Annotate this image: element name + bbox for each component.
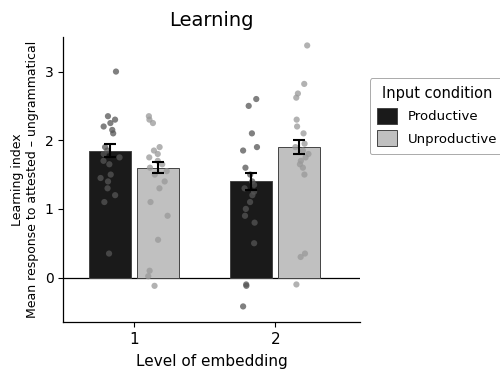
Point [146,268,154,274]
Point [248,192,256,198]
Point [156,144,164,150]
Point [149,120,157,126]
Point [248,130,256,136]
Point [297,158,305,164]
Point [300,141,308,147]
Point [158,161,166,167]
Point [106,171,114,177]
Point [112,68,120,74]
Point [292,282,300,288]
Point [300,81,308,87]
X-axis label: Level of embedding: Level of embedding [136,354,288,369]
Bar [136,168,179,277]
Point [240,185,248,192]
Point [253,144,261,150]
Point [248,178,256,184]
Point [116,154,124,160]
Point [151,171,159,177]
Point [111,192,119,198]
Legend: Productive, Unproductive: Productive, Unproductive [370,78,500,154]
Point [96,175,104,181]
Point [242,206,250,212]
Point [150,147,158,154]
Point [106,161,114,167]
Point [250,189,258,195]
Point [104,147,112,154]
Point [241,213,249,219]
Point [296,254,304,260]
Point [303,43,311,49]
Bar [230,181,272,277]
Point [101,144,109,150]
Point [299,165,307,171]
Point [242,283,250,289]
Point [144,273,152,279]
Point [104,178,112,184]
Point [239,147,247,154]
Point [301,250,309,256]
Point [250,182,258,188]
Point [164,213,172,219]
Point [160,178,168,184]
Point [154,158,162,164]
Point [299,147,307,154]
Point [100,158,108,164]
Point [154,151,162,157]
Point [105,250,113,256]
Y-axis label: Learning index
Mean response to attested – ungrammatical: Learning index Mean response to attested… [11,41,39,318]
Point [146,117,154,123]
Point [111,117,119,123]
Point [304,151,312,157]
Point [150,283,158,289]
Point [154,237,162,243]
Point [239,303,247,309]
Point [292,144,300,150]
Point [292,117,300,123]
Point [145,154,153,160]
Point [250,220,258,226]
Point [109,130,117,136]
Point [104,113,112,119]
Point [250,240,258,246]
Point [106,120,114,126]
Point [292,95,300,101]
Point [302,154,310,160]
Point [246,171,254,177]
Point [145,113,153,119]
Point [252,96,260,102]
Point [104,185,112,192]
Point [300,130,308,136]
Point [244,103,252,109]
Point [100,151,108,157]
Point [100,124,108,130]
Bar [88,150,131,277]
Point [100,199,108,205]
Point [162,168,170,174]
Point [146,165,154,171]
Point [293,124,301,130]
Point [146,199,154,205]
Point [156,185,164,192]
Point [242,282,250,288]
Title: Learning: Learning [170,11,254,30]
Point [294,90,302,97]
Point [108,127,116,133]
Point [242,165,250,171]
Point [246,199,254,205]
Point [300,171,308,177]
Bar [278,147,320,277]
Point [296,161,304,167]
